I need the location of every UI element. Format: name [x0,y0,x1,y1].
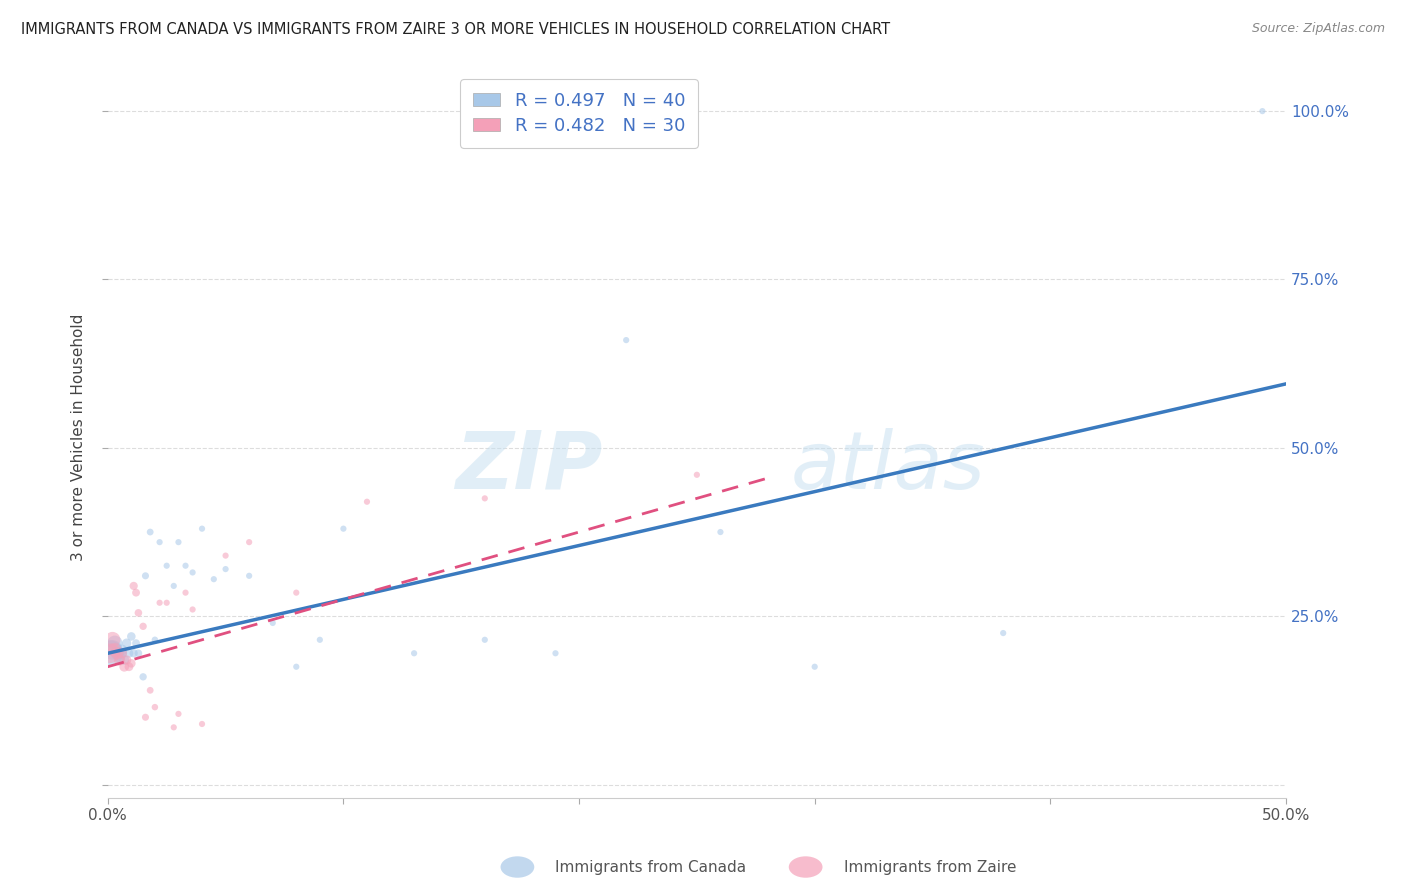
Point [614,333,637,347]
Point [202,572,225,586]
Point [120,657,142,671]
Point [474,632,496,647]
Point [174,585,197,599]
Text: Immigrants from Canada: Immigrants from Canada [555,860,747,874]
Text: IMMIGRANTS FROM CANADA VS IMMIGRANTS FROM ZAIRE 3 OR MORE VEHICLES IN HOUSEHOLD : IMMIGRANTS FROM CANADA VS IMMIGRANTS FRO… [21,22,890,37]
Point [134,710,156,724]
Point [122,579,145,593]
Point [214,549,236,563]
Point [167,706,190,721]
Point [132,619,155,633]
Point [191,522,214,536]
Point [115,653,138,667]
Point [120,629,142,643]
Point [332,522,354,536]
Point [122,646,145,660]
Point [404,646,426,660]
Text: ZIP: ZIP [456,427,603,506]
Point [98,646,121,660]
Point [285,659,308,673]
Point [143,632,166,647]
Point [214,562,236,576]
Point [156,558,179,573]
Point [238,535,260,549]
Y-axis label: 3 or more Vehicles in Household: 3 or more Vehicles in Household [72,314,86,561]
Point [149,596,172,610]
Point [111,646,134,660]
Point [111,646,134,660]
Point [125,636,148,650]
Point [127,646,149,660]
Point [112,659,135,673]
Point [134,569,156,583]
Point [132,670,155,684]
Point [1251,104,1274,119]
Point [356,494,378,508]
Point [143,700,166,714]
Point [544,646,567,660]
Point [167,535,190,549]
Point [803,659,825,673]
Point [156,596,179,610]
Point [262,615,284,630]
Point [149,535,172,549]
Point [163,720,186,734]
Point [108,653,131,667]
Point [285,585,308,599]
Point [118,659,141,673]
Point [104,636,127,650]
Point [686,467,709,482]
Point [101,632,124,647]
Point [127,606,149,620]
Point [112,653,135,667]
Text: atlas: atlas [792,427,986,506]
Point [181,602,204,616]
Point [111,643,134,657]
Point [115,636,138,650]
Legend: R = 0.497   N = 40, R = 0.482   N = 30: R = 0.497 N = 40, R = 0.482 N = 30 [460,79,697,148]
Point [181,566,204,580]
Point [101,643,124,657]
Point [308,632,330,647]
Text: Immigrants from Zaire: Immigrants from Zaire [844,860,1017,874]
Point [474,491,496,506]
Point [191,717,214,731]
Point [139,524,162,539]
Point [163,579,186,593]
Point [174,558,197,573]
Text: Source: ZipAtlas.com: Source: ZipAtlas.com [1251,22,1385,36]
Point [104,643,127,657]
Point [125,585,148,599]
Point [993,626,1015,640]
Point [105,646,128,660]
Point [709,524,731,539]
Point [108,649,131,664]
Point [105,646,128,660]
Point [98,646,121,660]
Point [238,569,260,583]
Point [139,683,162,698]
Point [118,646,141,660]
